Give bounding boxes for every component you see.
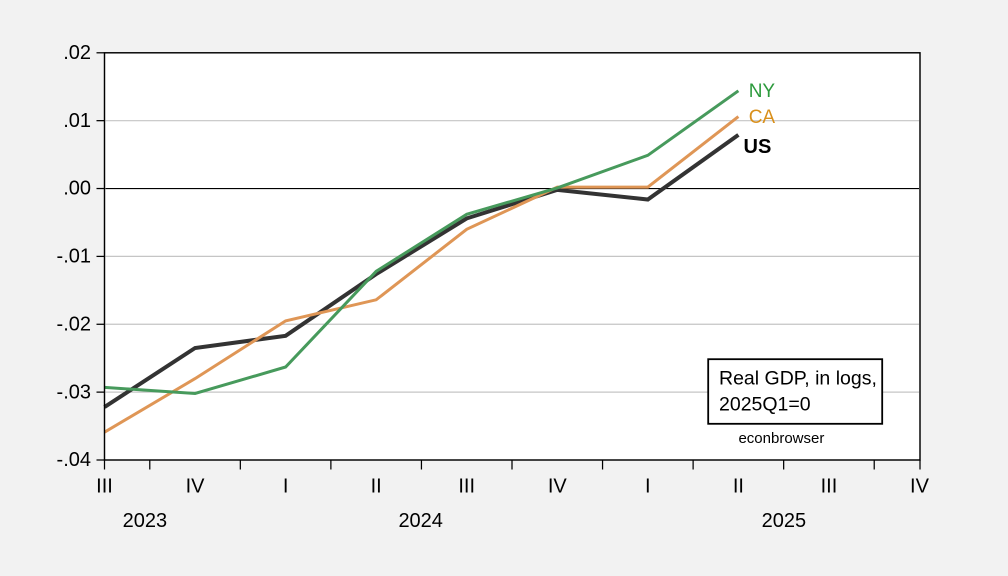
svg-text:.01: .01: [63, 110, 91, 132]
svg-text:III: III: [821, 475, 838, 497]
svg-text:.00: .00: [63, 178, 91, 200]
svg-text:US: US: [744, 136, 772, 158]
svg-text:II: II: [371, 475, 382, 497]
svg-text:Real GDP, in logs,: Real GDP, in logs,: [719, 367, 877, 389]
svg-text:III: III: [96, 475, 113, 497]
svg-text:IV: IV: [186, 475, 206, 497]
svg-text:I: I: [645, 475, 651, 497]
svg-text:IV: IV: [548, 475, 568, 497]
svg-text:2024: 2024: [398, 510, 443, 532]
svg-text:III: III: [458, 475, 475, 497]
svg-text:2025Q1=0: 2025Q1=0: [719, 394, 811, 416]
svg-text:econbrowser: econbrowser: [738, 430, 824, 447]
svg-text:I: I: [283, 475, 289, 497]
svg-text:CA: CA: [749, 107, 776, 128]
svg-text:2025: 2025: [762, 510, 807, 532]
svg-text:.02: .02: [63, 42, 91, 64]
svg-text:II: II: [733, 475, 744, 497]
svg-text:-.02: -.02: [57, 314, 91, 336]
svg-text:-.04: -.04: [57, 449, 91, 471]
svg-text:NY: NY: [749, 81, 776, 102]
svg-text:IV: IV: [910, 475, 930, 497]
svg-text:-.01: -.01: [57, 246, 91, 268]
svg-text:-.03: -.03: [57, 381, 91, 403]
svg-text:2023: 2023: [123, 510, 168, 532]
